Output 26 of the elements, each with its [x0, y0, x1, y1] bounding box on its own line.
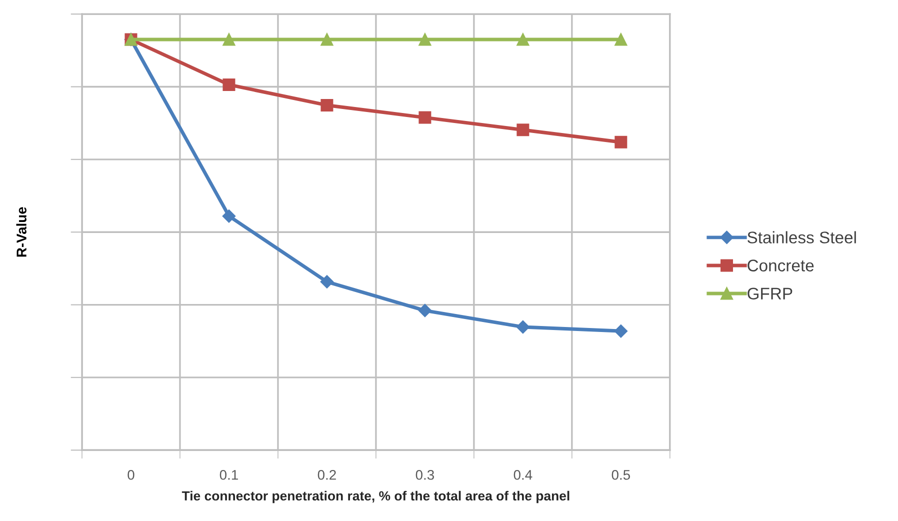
legend-label: Stainless Steel — [748, 231, 856, 244]
point — [516, 33, 530, 46]
point — [320, 33, 334, 46]
point — [614, 136, 628, 148]
point — [418, 111, 432, 124]
point — [418, 304, 432, 318]
point — [418, 33, 432, 46]
x-tick-label: 0.1 — [220, 470, 238, 480]
x-tick-label: 0.3 — [416, 470, 434, 480]
x-tick-label: 0.4 — [514, 470, 532, 480]
point — [614, 324, 628, 338]
point — [320, 98, 334, 112]
point — [614, 33, 628, 46]
legend-label: Concrete — [748, 260, 814, 272]
y-axis-title: R-Value — [16, 207, 26, 257]
point — [516, 320, 530, 334]
point — [222, 33, 236, 46]
point — [222, 78, 236, 91]
point — [516, 124, 530, 136]
x-tick-label: 0 — [128, 470, 134, 480]
x-tick-label: 0.2 — [318, 470, 336, 480]
point — [320, 275, 334, 288]
x-tick-label: 0.5 — [612, 470, 630, 480]
legend-label: GFRP — [748, 288, 792, 300]
x-axis-title: Tie connector penetration rate, % of the total area of the panel — [182, 490, 570, 504]
point — [222, 210, 236, 223]
